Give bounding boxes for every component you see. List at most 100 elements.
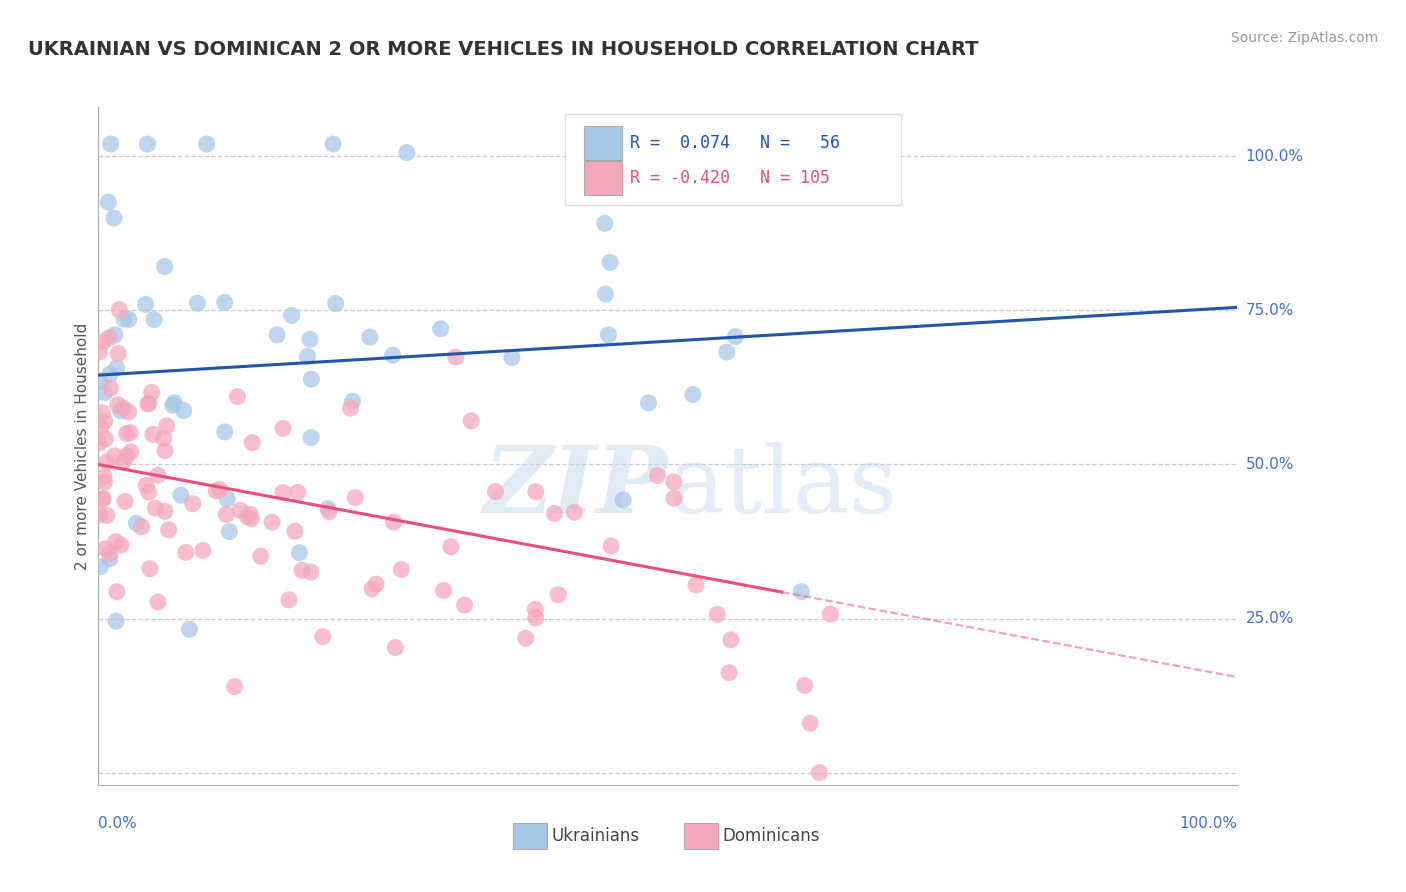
Point (89, 374, 111, 388)
Text: atlas: atlas (668, 442, 897, 532)
Point (299, 332, 322, 346)
Point (143, 501, 166, 516)
Point (96, 455, 118, 469)
Point (131, 520, 153, 534)
Point (208, 483, 231, 497)
Point (484, 484, 506, 499)
Point (260, 515, 283, 529)
Text: UKRAINIAN VS DOMINICAN 2 OR MORE VEHICLES IN HOUSEHOLD CORRELATION CHART: UKRAINIAN VS DOMINICAN 2 OR MORE VEHICLE… (28, 40, 979, 59)
Point (361, 582, 384, 596)
Point (115, 426, 138, 441)
Point (359, 330, 381, 344)
Point (647, 468, 669, 483)
Text: 100.0%: 100.0% (1180, 815, 1237, 830)
Point (214, 295, 236, 310)
Point (94, 432, 117, 446)
Text: ZIP: ZIP (484, 442, 668, 532)
Point (173, 403, 195, 417)
Point (91, 491, 114, 506)
Point (205, 483, 228, 498)
Point (547, 588, 569, 602)
Point (381, 348, 404, 362)
Point (249, 549, 271, 564)
Point (104, 327, 127, 342)
Point (382, 515, 405, 529)
Text: 0.0%: 0.0% (98, 815, 138, 830)
Point (395, 145, 418, 160)
Point (342, 394, 364, 409)
Point (103, 211, 125, 225)
Point (229, 503, 252, 517)
Point (790, 584, 813, 599)
Point (142, 427, 165, 442)
Point (682, 387, 704, 401)
Point (91, 334, 114, 349)
Point (120, 445, 142, 459)
Point (152, 431, 174, 445)
Point (280, 309, 302, 323)
Point (453, 598, 475, 612)
Point (299, 565, 322, 579)
Point (339, 401, 361, 416)
Point (460, 414, 482, 428)
Point (240, 511, 263, 525)
Point (112, 454, 135, 468)
Point (284, 524, 307, 539)
Point (524, 484, 547, 499)
Point (191, 543, 214, 558)
Point (163, 396, 186, 410)
Point (118, 405, 141, 419)
Point (120, 425, 142, 440)
Point (105, 584, 128, 599)
Point (598, 327, 620, 342)
Point (135, 478, 157, 492)
Point (136, 136, 159, 151)
Text: 50.0%: 50.0% (1246, 457, 1294, 472)
Point (564, 505, 586, 519)
Point (107, 346, 129, 360)
Point (793, 678, 815, 692)
Point (218, 524, 240, 539)
Point (318, 505, 340, 519)
Point (389, 563, 412, 577)
Text: R =  0.074   N =   56: R = 0.074 N = 56 (630, 134, 841, 152)
Text: 25.0%: 25.0% (1246, 611, 1294, 626)
Point (181, 497, 204, 511)
Point (720, 632, 742, 647)
Point (718, 665, 741, 680)
Point (105, 614, 128, 628)
Point (110, 403, 132, 417)
Point (89, 436, 111, 450)
Point (138, 485, 160, 500)
Point (98, 551, 121, 566)
Point (299, 372, 322, 386)
Point (214, 425, 236, 439)
Point (366, 577, 388, 591)
Point (100, 381, 122, 395)
Point (115, 449, 138, 463)
Point (107, 398, 129, 412)
FancyBboxPatch shape (513, 823, 547, 848)
Point (93, 475, 115, 490)
Point (156, 419, 179, 434)
Point (266, 327, 288, 342)
Text: Source: ZipAtlas.com: Source: ZipAtlas.com (1230, 31, 1378, 45)
Point (524, 611, 547, 625)
Point (110, 538, 132, 552)
Point (799, 716, 821, 731)
Point (593, 216, 616, 230)
Point (91, 406, 114, 420)
Point (104, 534, 127, 549)
Point (139, 562, 162, 576)
Point (297, 350, 319, 364)
Point (820, 607, 842, 621)
Point (112, 312, 135, 326)
Point (195, 136, 218, 151)
Point (100, 136, 122, 151)
Point (93, 469, 115, 483)
Point (662, 475, 685, 489)
Text: 100.0%: 100.0% (1246, 149, 1303, 164)
Point (271, 485, 294, 500)
Point (93, 414, 115, 428)
Point (89, 345, 111, 359)
